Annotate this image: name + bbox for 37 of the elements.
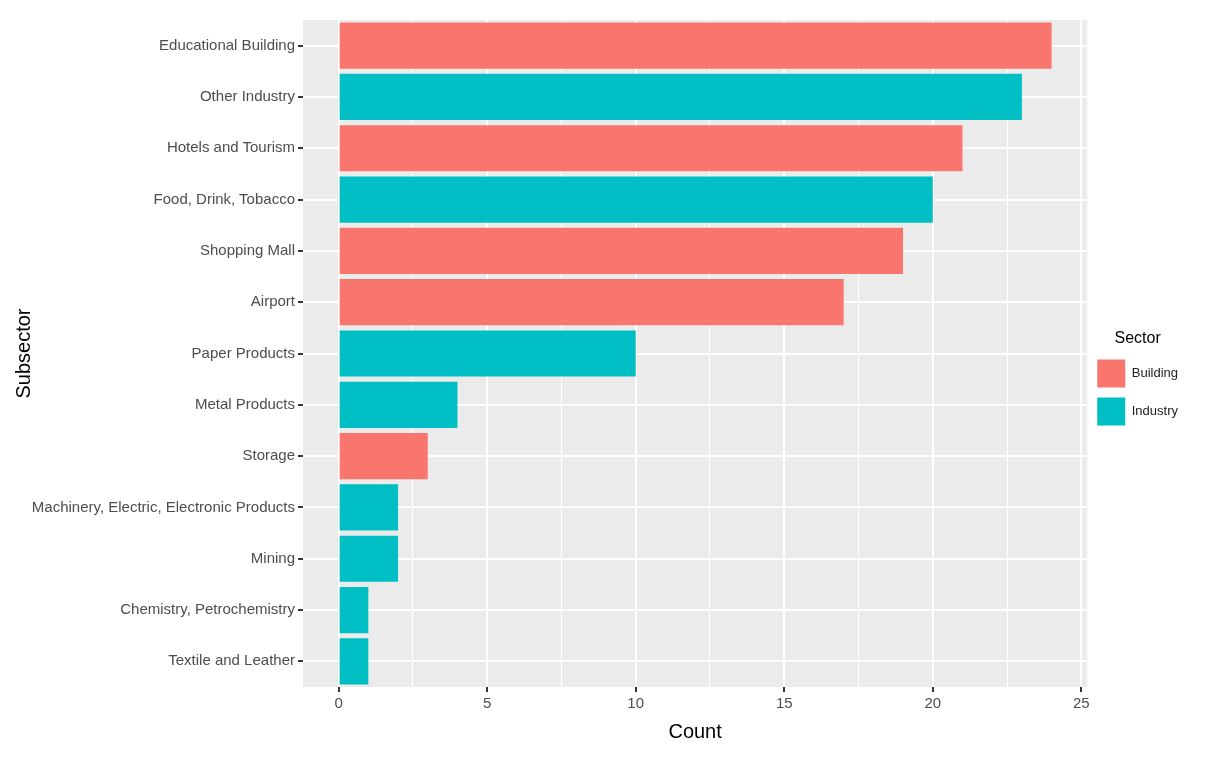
bar	[339, 586, 369, 634]
y-tick-label: Storage	[242, 446, 295, 464]
bar	[339, 484, 399, 531]
y-tick-label: Chemistry, Petrochemistry	[120, 600, 296, 618]
bar	[339, 279, 844, 326]
legend-label: Industry	[1131, 403, 1179, 419]
bar	[339, 535, 399, 582]
y-axis-title: Subsector	[11, 308, 34, 399]
bar	[339, 22, 1052, 69]
y-tick-label: Shopping Mall	[199, 241, 295, 259]
y-tick-label: Machinery, Electric, Electronic Products	[31, 497, 295, 515]
x-axis-title: Count	[668, 719, 723, 742]
y-tick-label: Hotels and Tourism	[166, 138, 295, 156]
bar	[339, 176, 933, 223]
bar	[339, 381, 458, 428]
y-tick-label: Metal Products	[194, 394, 295, 412]
y-tick-label: Mining	[250, 548, 295, 566]
bar	[339, 73, 1022, 121]
y-tick-label: Educational Building	[159, 35, 295, 53]
x-tick-label: 5	[483, 694, 492, 712]
x-tick-label: 15	[775, 694, 793, 712]
y-tick-label: Airport	[250, 292, 296, 310]
x-tick-label: 20	[924, 694, 942, 712]
bar	[339, 227, 904, 274]
bar	[339, 125, 963, 172]
x-tick-label: 25	[1072, 694, 1090, 712]
bar	[339, 433, 428, 480]
legend-title: Sector	[1114, 328, 1162, 346]
x-tick-label: 10	[627, 694, 645, 712]
x-tick-label: 0	[334, 694, 343, 712]
legend-label: Building	[1131, 365, 1179, 381]
y-tick-label: Textile and Leather	[168, 651, 295, 669]
bar	[339, 330, 636, 377]
y-tick-label: Other Industry	[199, 87, 296, 105]
y-tick-label: Paper Products	[191, 343, 295, 361]
y-tick-label: Food, Drink, Tobacco	[153, 189, 295, 207]
bar	[339, 638, 369, 685]
